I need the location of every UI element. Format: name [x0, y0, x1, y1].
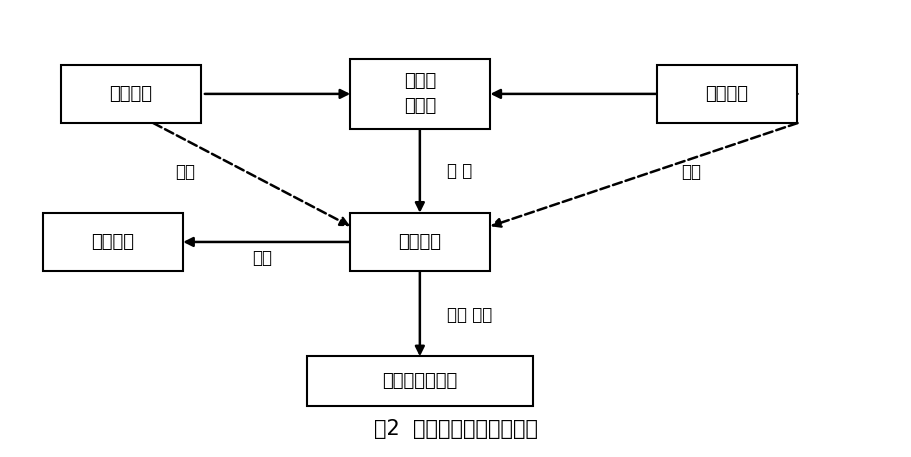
- FancyBboxPatch shape: [43, 213, 182, 271]
- Text: 种群数量: 种群数量: [91, 233, 134, 251]
- FancyBboxPatch shape: [350, 213, 489, 271]
- Text: 出生率
死亡率: 出生率 死亡率: [404, 72, 435, 116]
- Text: 制约: 制约: [251, 249, 271, 267]
- Text: 决 定: 决 定: [446, 162, 472, 180]
- Text: 迁入率、迁出率: 迁入率、迁出率: [382, 372, 457, 390]
- FancyBboxPatch shape: [60, 65, 200, 123]
- FancyBboxPatch shape: [350, 59, 489, 129]
- Text: 年龄组成: 年龄组成: [109, 85, 152, 103]
- FancyBboxPatch shape: [307, 356, 532, 406]
- Text: 性别比例: 性别比例: [705, 85, 748, 103]
- Text: 预测: 预测: [175, 164, 195, 181]
- Text: 影响: 影响: [681, 164, 701, 181]
- Text: 图2  种群的数量特征关系图: 图2 种群的数量特征关系图: [374, 420, 537, 439]
- FancyBboxPatch shape: [656, 65, 796, 123]
- Text: 种群密度: 种群密度: [398, 233, 441, 251]
- Text: 自接 影响: 自接 影响: [446, 306, 492, 324]
